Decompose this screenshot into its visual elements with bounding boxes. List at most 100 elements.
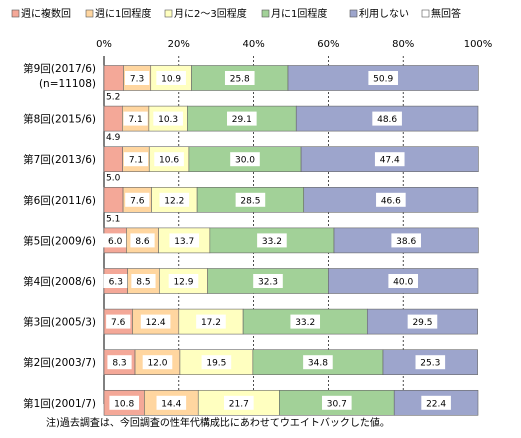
data-label: 21.7 xyxy=(229,399,249,409)
data-label: 5.0 xyxy=(106,174,121,184)
data-label-bg xyxy=(154,152,184,167)
legend-item: 週に複数回 xyxy=(11,7,71,20)
data-label-bg xyxy=(153,111,183,126)
category-label: 第3回(2005/3) xyxy=(23,316,96,329)
category-sublabel: (n=11108) xyxy=(39,78,96,90)
legend-swatch xyxy=(349,9,358,18)
data-label: 5.2 xyxy=(106,93,120,103)
data-label: 8.5 xyxy=(136,278,150,288)
x-tick-label: 40% xyxy=(242,39,264,50)
data-label: 47.4 xyxy=(380,156,400,166)
bar-segment xyxy=(103,187,124,213)
data-label-bg xyxy=(230,152,260,167)
bar-segment xyxy=(103,105,123,132)
data-label-bg xyxy=(131,274,156,288)
legend-swatch xyxy=(421,9,430,18)
data-label: 7.6 xyxy=(130,196,145,206)
data-label: 30.0 xyxy=(235,156,255,166)
data-label: 7.1 xyxy=(128,115,142,125)
legend-item: 週に1回程度 xyxy=(85,7,151,20)
data-label: 29.5 xyxy=(412,318,432,328)
bar-segment xyxy=(103,146,124,172)
bar-segment xyxy=(103,65,124,91)
data-label-bg xyxy=(421,395,451,410)
data-label: 4.9 xyxy=(106,133,121,143)
data-label-bg xyxy=(168,274,199,288)
category-label: 第6回(2011/6) xyxy=(23,194,96,207)
data-label: 7.6 xyxy=(111,318,126,328)
legend-label: 無回答 xyxy=(431,7,461,20)
data-label-bg xyxy=(196,314,226,329)
data-label-bg xyxy=(372,111,402,126)
data-label-bg xyxy=(391,233,421,248)
data-label-bg xyxy=(156,395,187,410)
data-label: 13.7 xyxy=(174,237,194,247)
data-label: 7.3 xyxy=(130,75,144,85)
x-tick-label: 20% xyxy=(168,39,190,50)
footnote: 注)過去調査は、今回調査の性年代構成比にあわせてウエイトバックした値。 xyxy=(46,416,390,429)
data-label-bg xyxy=(290,314,321,329)
data-label: 46.6 xyxy=(381,196,401,206)
data-label-bg xyxy=(374,152,405,167)
data-label: 30.7 xyxy=(327,399,347,409)
data-label-bg xyxy=(130,233,155,248)
data-label-bg xyxy=(257,233,287,248)
data-label: 25.8 xyxy=(230,75,250,85)
data-label: 10.8 xyxy=(114,399,134,409)
legend-label: 月に1回程度 xyxy=(271,7,327,20)
category-label: 第8回(2015/6) xyxy=(23,113,96,126)
data-label: 33.2 xyxy=(262,237,282,247)
data-label-bg xyxy=(103,233,128,248)
data-label-bg xyxy=(224,71,255,85)
legend-label: 週に複数回 xyxy=(21,7,71,20)
data-label: 12.0 xyxy=(147,359,167,369)
x-tick-label: 100% xyxy=(464,39,493,50)
data-label-bg xyxy=(415,355,446,370)
data-label: 6.0 xyxy=(108,237,123,247)
data-label: 14.4 xyxy=(161,399,181,409)
data-label-bg xyxy=(159,192,190,207)
legend-label: 利用しない xyxy=(359,8,409,20)
data-label-bg xyxy=(140,314,171,329)
data-label: 40.0 xyxy=(393,278,413,288)
legend-item: 月に2～3回程度 xyxy=(164,7,247,20)
data-label: 10.6 xyxy=(159,156,179,166)
category-label: 第7回(2013/6) xyxy=(23,153,96,166)
data-label-bg xyxy=(125,192,150,207)
data-label-bg xyxy=(123,111,148,126)
data-label-bg xyxy=(388,274,418,288)
x-axis-ticks: 0% 20% 40% 60% 80% 100% xyxy=(96,39,492,50)
data-label-bg xyxy=(201,355,232,370)
data-label: 12.2 xyxy=(164,196,184,206)
legend-item: 無回答 xyxy=(421,7,461,20)
data-label-bg xyxy=(107,355,132,370)
x-tick-label: 60% xyxy=(317,39,339,50)
category-label: 第1回(2001/7) xyxy=(23,397,96,410)
data-label-bg xyxy=(156,71,186,85)
legend-swatch xyxy=(85,9,94,18)
bars: 5.2 7.3 10.9 25.8 50.9 4.9 7.1 10.3 29.1 48.6 5.0 7… xyxy=(103,65,479,416)
data-label: 10.9 xyxy=(161,75,181,85)
data-label: 22.4 xyxy=(426,399,446,409)
legend-swatch xyxy=(11,9,20,18)
data-label: 28.5 xyxy=(240,196,260,206)
data-label: 12.9 xyxy=(173,278,193,288)
data-label-bg xyxy=(142,355,173,370)
legend-label: 週に1回程度 xyxy=(95,7,151,20)
data-label: 34.8 xyxy=(308,359,328,369)
data-label-bg xyxy=(407,314,438,329)
data-label: 48.6 xyxy=(377,115,397,125)
category-label: 第2回(2003/7) xyxy=(23,356,96,369)
data-label: 38.6 xyxy=(396,237,416,247)
data-label: 33.2 xyxy=(295,318,315,328)
data-label: 17.2 xyxy=(201,318,221,328)
data-label-bg xyxy=(227,111,257,126)
data-label: 19.5 xyxy=(206,359,226,369)
data-label-bg xyxy=(109,395,139,410)
data-label-bg xyxy=(322,395,352,410)
data-label: 8.3 xyxy=(112,359,126,369)
data-label-bg xyxy=(103,274,128,288)
data-label: 25.3 xyxy=(420,359,440,369)
data-label: 6.3 xyxy=(109,278,123,288)
